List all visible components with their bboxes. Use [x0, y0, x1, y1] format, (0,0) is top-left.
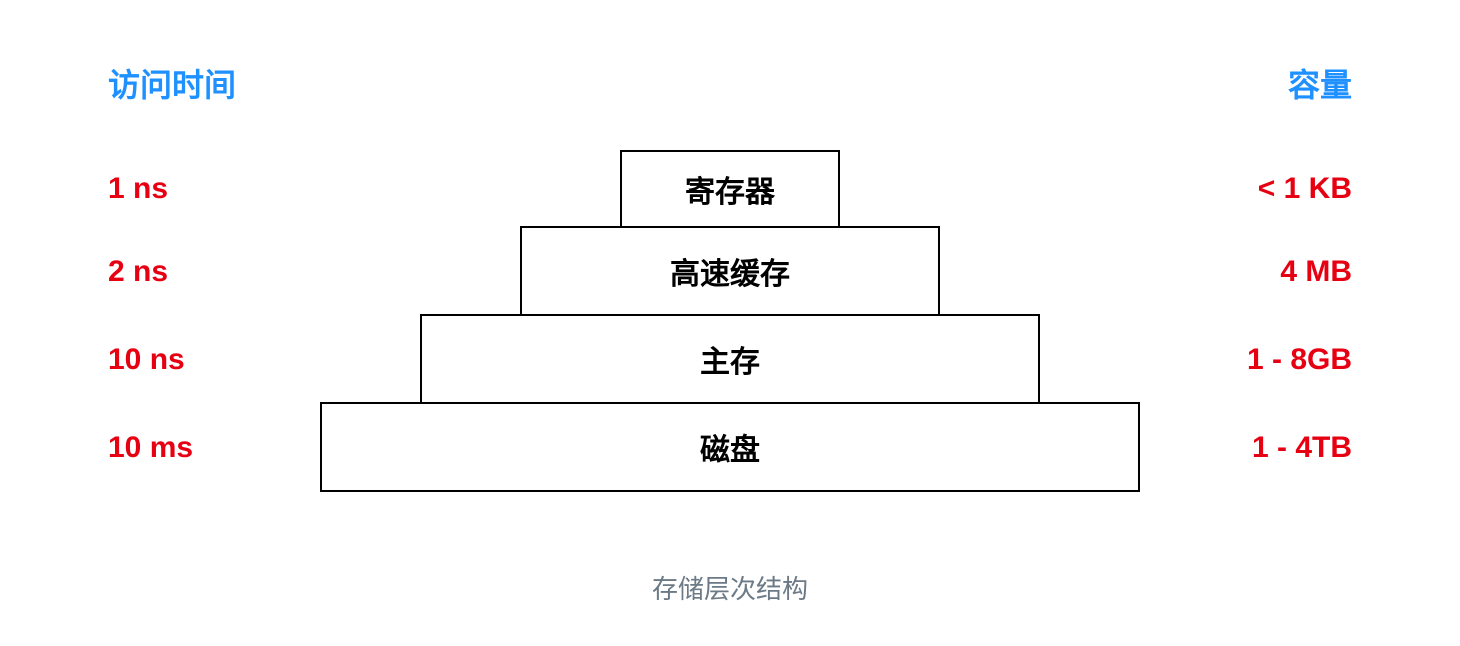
access-time-value: 1 ns — [108, 150, 168, 228]
access-time-value: 10 ms — [108, 404, 193, 492]
header-capacity: 容量 — [1288, 60, 1352, 106]
capacity-value: < 1 KB — [1258, 150, 1352, 228]
level-cache: 高速缓存 — [520, 226, 940, 316]
capacity-value: 4 MB — [1280, 228, 1352, 316]
capacity-value: 1 - 4TB — [1252, 404, 1352, 492]
header-access-time: 访问时间 — [108, 60, 236, 106]
pyramid: 寄存器 高速缓存 主存 磁盘 — [320, 150, 1140, 492]
level-main-memory: 主存 — [420, 314, 1040, 404]
diagram-caption: 存储层次结构 — [652, 569, 808, 606]
memory-hierarchy-diagram: 访问时间 容量 1 ns 2 ns 10 ns 10 ms 寄存器 高速缓存 主… — [0, 0, 1460, 646]
access-time-value: 2 ns — [108, 228, 168, 316]
level-disk: 磁盘 — [320, 402, 1140, 492]
access-time-value: 10 ns — [108, 316, 185, 404]
capacity-value: 1 - 8GB — [1247, 316, 1352, 404]
access-time-column: 1 ns 2 ns 10 ns 10 ms — [108, 150, 248, 492]
level-registers: 寄存器 — [620, 150, 840, 228]
capacity-column: < 1 KB 4 MB 1 - 8GB 1 - 4TB — [1172, 150, 1352, 492]
